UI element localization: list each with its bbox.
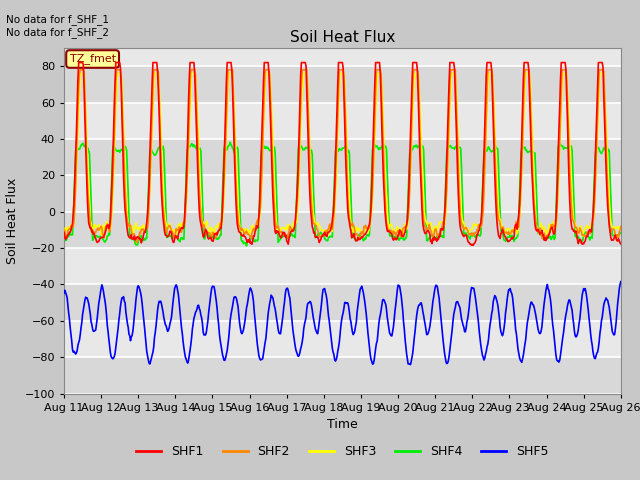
Bar (64, 357, 621, 394)
Text: No data for f_SHF_1
No data for f_SHF_2: No data for f_SHF_1 No data for f_SHF_2 (6, 14, 109, 38)
X-axis label: Time: Time (327, 418, 358, 431)
Bar (64, 212, 621, 248)
Bar (64, 285, 621, 321)
Legend: SHF1, SHF2, SHF3, SHF4, SHF5: SHF1, SHF2, SHF3, SHF4, SHF5 (131, 440, 554, 463)
Text: TZ_fmet: TZ_fmet (70, 54, 116, 64)
Title: Soil Heat Flux: Soil Heat Flux (290, 30, 395, 46)
Y-axis label: Soil Heat Flux: Soil Heat Flux (6, 178, 19, 264)
Bar (64, 66, 621, 103)
Bar (64, 139, 621, 175)
